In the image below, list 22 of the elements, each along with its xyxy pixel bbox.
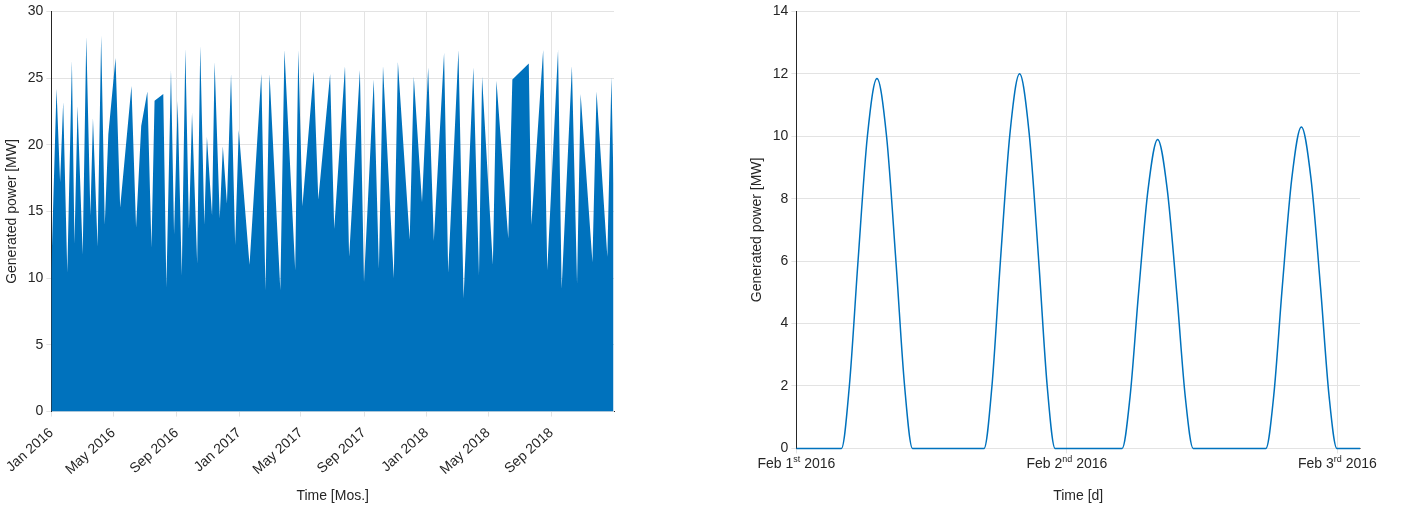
- y-tick-label: 14: [772, 2, 789, 19]
- y-axis-title: Generated power [MW]: [3, 139, 20, 284]
- y-tick-label: 0: [780, 439, 789, 456]
- y-tick-label: 30: [27, 2, 44, 19]
- x-tick-label: Feb 1$^{st}$ 2016: [757, 454, 836, 472]
- x-axis-title: Time [d]: [1053, 487, 1104, 504]
- y-tick-label: 0: [35, 402, 44, 419]
- x-axis-title: Time [Mos.]: [296, 487, 369, 504]
- y-tick-label: 10: [772, 127, 789, 144]
- y-tick-label: 20: [27, 135, 44, 152]
- y-tick-label: 25: [27, 68, 44, 85]
- y-tick-label: 12: [772, 64, 789, 81]
- y-tick-label: 6: [780, 251, 789, 268]
- y-tick-label: 5: [35, 335, 44, 352]
- y-tick-label: 15: [27, 202, 44, 219]
- y-axis-title: Generated power [MW]: [748, 157, 765, 303]
- y-tick-label: 8: [780, 189, 789, 206]
- y-tick-label: 2: [780, 376, 789, 393]
- y-tick-label: 4: [780, 314, 789, 331]
- x-tick-label: Feb 3$^{rd}$ 2016: [1298, 454, 1377, 472]
- x-tick-label: Feb 2$^{nd}$ 2016: [1026, 454, 1108, 472]
- y-tick-label: 10: [27, 269, 44, 286]
